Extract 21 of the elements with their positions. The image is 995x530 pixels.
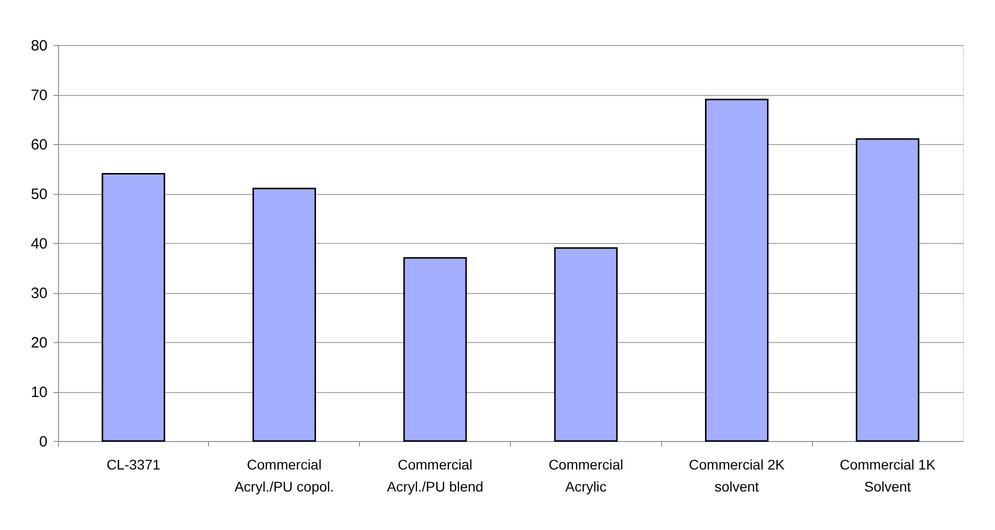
- x-tick-label: Commercial Acryl./PU copol.: [234, 456, 334, 494]
- y-tick-label: 70: [30, 87, 48, 104]
- bar: [554, 247, 618, 442]
- bar: [403, 257, 467, 442]
- bar: [705, 98, 768, 442]
- x-tick-label: Commercial 1K Solvent: [840, 456, 936, 494]
- bar: [252, 188, 316, 442]
- bar: [102, 172, 166, 442]
- y-tick-label: 80: [30, 38, 48, 54]
- x-tick-label: Commercial Acryl./PU blend: [386, 456, 484, 494]
- y-tick-label: 20: [30, 334, 48, 352]
- y-tick-label: 0: [39, 434, 48, 450]
- x-tick-label: Commercial Acrylic: [548, 456, 624, 494]
- bar: [856, 138, 920, 442]
- y-tick-label: 50: [30, 186, 48, 203]
- y-tick-label: 40: [30, 236, 48, 252]
- x-tick-label: CL-3371: [106, 456, 160, 472]
- y-tick-label: 30: [30, 285, 48, 302]
- y-tick-label: 10: [30, 384, 48, 401]
- y-tick-label: 60: [30, 136, 48, 154]
- x-tick-label: Commercial 2K solvent: [688, 456, 786, 494]
